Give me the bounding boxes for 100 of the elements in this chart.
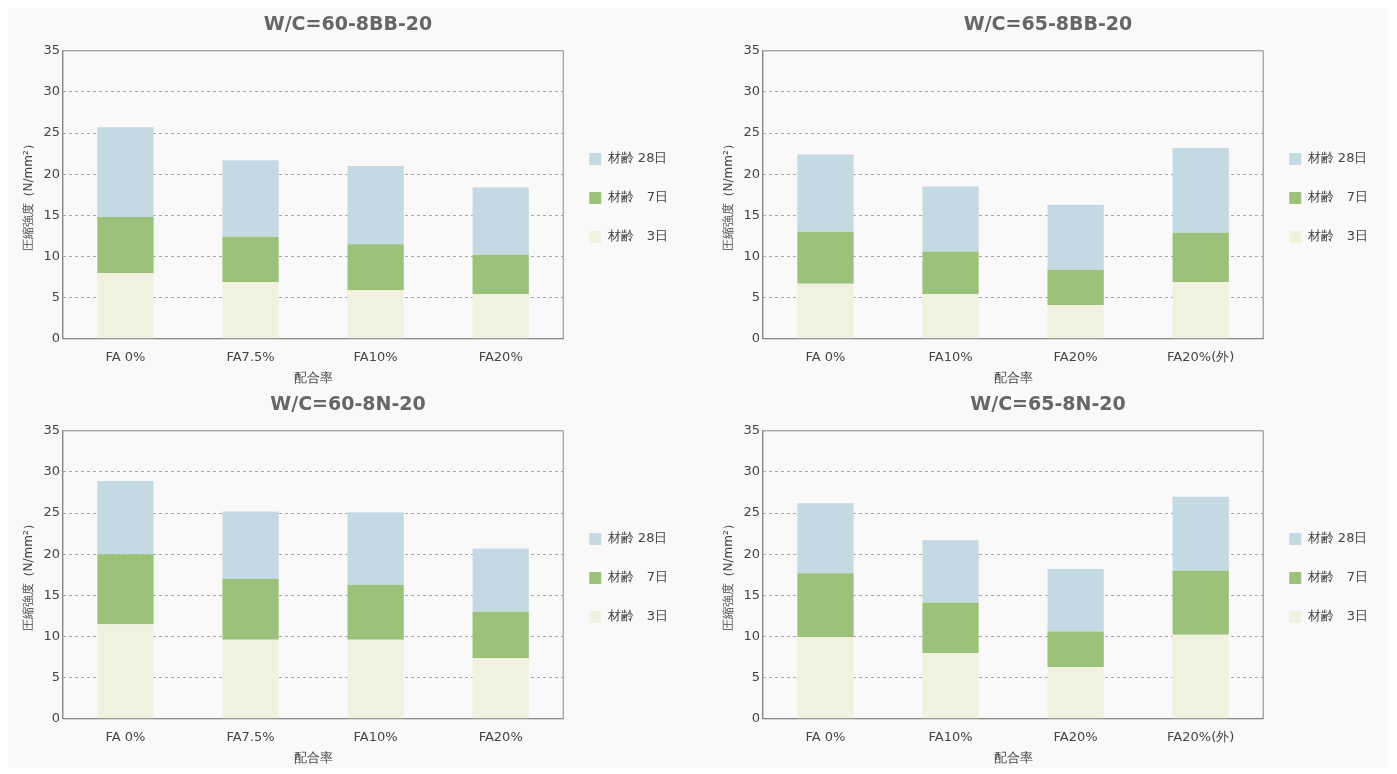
y-tick-label: 25	[43, 504, 60, 520]
bar	[1047, 269, 1104, 306]
chart-title: W/C=65-8N-20	[970, 392, 1126, 415]
y-tick-label: 15	[743, 586, 760, 602]
bar	[347, 244, 404, 291]
x-tick-label: FA20%	[478, 728, 523, 744]
x-tick-label: FA10%	[353, 728, 398, 744]
bar	[222, 160, 279, 237]
bar	[797, 231, 854, 284]
bar	[97, 272, 154, 339]
x-tick-label: FA10%	[928, 728, 973, 744]
x-tick-label: FA20%(外)	[1167, 728, 1235, 744]
bar	[1047, 666, 1104, 719]
bar	[222, 639, 279, 719]
bar	[97, 624, 154, 719]
y-tick-label: 25	[43, 124, 60, 140]
bar	[922, 652, 979, 719]
legend-label: 材齢 3日	[606, 608, 669, 624]
bar	[97, 127, 154, 218]
x-tick-label: FA 0%	[105, 348, 146, 364]
y-tick-label: 20	[743, 545, 760, 561]
bar	[347, 512, 404, 585]
x-tick-label: FA 0%	[805, 728, 846, 744]
bar	[922, 294, 979, 339]
x-axis-title: 配合率	[293, 749, 333, 765]
bar	[797, 503, 854, 574]
bar	[222, 282, 279, 339]
legend-label: 材齢 7日	[606, 189, 669, 205]
y-tick-label: 15	[43, 206, 60, 222]
y-tick-label: 30	[743, 463, 760, 479]
y-axis-title: 圧縮強度（N/mm²）	[21, 138, 36, 252]
bar	[1047, 631, 1104, 667]
bar	[472, 611, 529, 658]
bar	[1172, 232, 1229, 283]
y-tick-label: 10	[43, 247, 60, 263]
bar	[347, 584, 404, 640]
y-tick-label: 5	[751, 289, 760, 305]
y-tick-label: 35	[743, 42, 760, 58]
y-tick-label: 15	[743, 206, 760, 222]
chart-title: W/C=65-8BB-20	[963, 12, 1133, 35]
y-tick-label: 10	[43, 627, 60, 643]
bar	[1172, 634, 1229, 719]
y-tick-label: 20	[43, 545, 60, 561]
bar	[922, 186, 979, 252]
x-tick-label: FA20%	[1053, 728, 1098, 744]
x-axis-title: 配合率	[993, 749, 1033, 765]
y-axis-title: 圧縮強度（N/mm²）	[721, 138, 736, 252]
y-tick-label: 35	[43, 42, 60, 58]
x-tick-label: FA 0%	[805, 348, 846, 364]
y-tick-label: 35	[43, 422, 60, 438]
chart-title: W/C=60-8BB-20	[263, 12, 433, 35]
bar	[797, 283, 854, 339]
y-tick-label: 5	[751, 669, 760, 685]
y-tick-label: 25	[743, 504, 760, 520]
y-axis-title: 圧縮強度（N/mm²）	[21, 518, 36, 632]
x-axis-title: 配合率	[993, 369, 1033, 385]
legend-label: 材齢 28日	[606, 150, 668, 166]
legend-label: 材齢 3日	[606, 228, 669, 244]
legend-label: 材齢 3日	[1306, 228, 1369, 244]
y-tick-label: 30	[743, 83, 760, 99]
y-tick-label: 30	[43, 83, 60, 99]
y-tick-label: 0	[51, 710, 60, 726]
bar	[222, 236, 279, 283]
bar	[347, 290, 404, 339]
bar	[922, 602, 979, 653]
y-tick-label: 25	[743, 124, 760, 140]
legend-label: 材齢 28日	[1306, 150, 1368, 166]
x-tick-label: FA20%	[1053, 348, 1098, 364]
x-tick-label: FA10%	[353, 348, 398, 364]
chart-title: W/C=60-8N-20	[270, 392, 426, 415]
y-tick-label: 10	[743, 247, 760, 263]
y-tick-label: 20	[743, 165, 760, 181]
y-tick-label: 5	[51, 669, 60, 685]
bar	[1047, 204, 1104, 270]
x-tick-label: FA10%	[928, 348, 973, 364]
legend-label: 材齢 7日	[1306, 569, 1369, 585]
y-tick-label: 15	[43, 586, 60, 602]
bar	[222, 511, 279, 579]
bar	[1172, 496, 1229, 571]
legend-label: 材齢 7日	[606, 569, 669, 585]
bar	[472, 254, 529, 295]
y-tick-label: 35	[743, 422, 760, 438]
bar	[97, 217, 154, 273]
bar	[472, 187, 529, 255]
x-tick-label: FA20%	[478, 348, 523, 364]
bar	[922, 251, 979, 295]
bar	[1047, 569, 1104, 632]
bar	[797, 154, 854, 232]
y-tick-label: 20	[43, 165, 60, 181]
x-axis-title: 配合率	[293, 369, 333, 385]
bar	[472, 294, 529, 339]
y-tick-label: 0	[751, 330, 760, 346]
y-tick-label: 0	[51, 330, 60, 346]
bar	[1172, 570, 1229, 635]
bar	[1172, 282, 1229, 339]
y-tick-label: 0	[751, 710, 760, 726]
bar	[222, 578, 279, 640]
legend-label: 材齢 28日	[1306, 530, 1368, 546]
bar	[1172, 147, 1229, 233]
y-axis-title: 圧縮強度（N/mm²）	[721, 518, 736, 632]
